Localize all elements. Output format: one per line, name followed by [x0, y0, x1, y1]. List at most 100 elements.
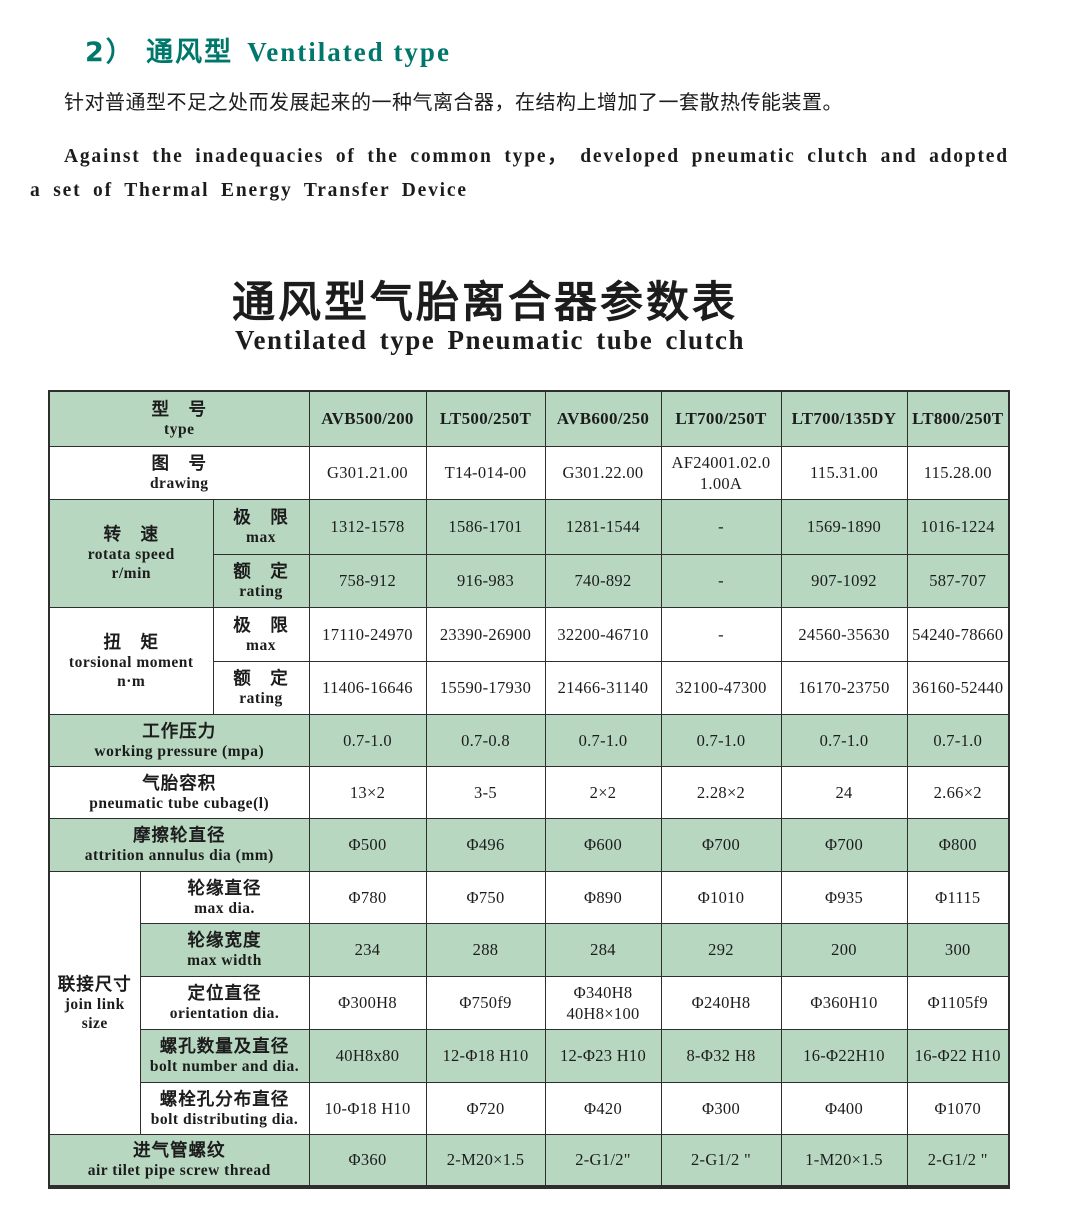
cell-torsion-max-5: 54240-78660 — [906, 606, 1010, 662]
cell-torsion-rating-5: 36160-52440 — [906, 660, 1010, 715]
sublabel-torsion-max: 极 限 max — [212, 606, 310, 662]
row-maxdia: 联接尺寸 join link size 轮缘直径 max dia. Φ780 Φ… — [48, 870, 1010, 1135]
cell-speed-max-1: 1586-1701 — [425, 498, 546, 555]
cell-attrition-4: Φ700 — [780, 817, 908, 872]
rowlabel-airtilet: 进气管螺纹 air tilet pipe screw thread — [48, 1133, 310, 1188]
cell-maxdia-5: Φ1115 — [906, 870, 1010, 924]
row-orientation: 定位直径 orientation dia. Φ300H8 Φ750f9 Φ340… — [49, 975, 1010, 1030]
col-header-model-1: LT500/250T — [425, 390, 546, 447]
rowlabel-orientation-zh: 定位直径 — [187, 983, 262, 1003]
cell-attrition-1: Φ496 — [425, 817, 546, 872]
col-header-model-3: LT700/250T — [660, 390, 782, 447]
row-drawing: 图 号 drawing G301.21.00 T14-014-00 G301.2… — [48, 445, 1010, 500]
row-pressure: 工作压力 working pressure (mpa) 0.7-1.0 0.7-… — [48, 713, 1010, 767]
rowlabel-drawing-en: drawing — [149, 475, 209, 492]
row-torsion-max: 扭 矩 torsional moment n·m 极 限 max 17110-2… — [48, 606, 1010, 715]
cell-speed-max-3: - — [660, 498, 782, 555]
cell-maxdia-3: Φ1010 — [660, 870, 782, 924]
col-header-model-4: LT700/135DY — [780, 390, 908, 447]
rowlabel-boltnum-zh: 螺孔数量及直径 — [159, 1036, 290, 1056]
col-header-model-2: AVB600/250 — [544, 390, 662, 447]
rowlabel-orientation: 定位直径 orientation dia. — [139, 975, 310, 1030]
cell-maxwidth-3: 292 — [660, 922, 782, 977]
cell-attrition-2: Φ600 — [544, 817, 662, 872]
rowlabel-pressure-en: working pressure (mpa) — [94, 742, 265, 760]
cell-torsion-max-4: 24560-35630 — [780, 606, 908, 662]
cell-torsion-rating-0: 11406-16646 — [308, 660, 427, 715]
rowlabel-cubage: 气胎容积 pneumatic tube cubage(l) — [48, 765, 310, 819]
cell-pressure-3: 0.7-1.0 — [660, 713, 782, 767]
cell-torsion-rating-2: 21466-31140 — [544, 660, 662, 715]
cell-cubage-1: 3-5 — [425, 765, 546, 819]
row-boltnum: 螺孔数量及直径 bolt number and dia. 40H8x80 12-… — [49, 1028, 1010, 1083]
cell-speed-rating-2: 740-892 — [544, 553, 662, 608]
section-title: 2） 通风型 Ventilated type — [85, 30, 451, 69]
cell-cubage-2: 2×2 — [544, 765, 662, 819]
cell-maxwidth-5: 300 — [906, 922, 1010, 977]
rowlabel-boltdist-en: bolt distributing dia. — [150, 1110, 299, 1128]
rowlabel-pressure-zh: 工作压力 — [142, 720, 217, 741]
sublabel-torsion-max-en: max — [246, 636, 276, 654]
cell-drawing-4: 115.31.00 — [780, 445, 908, 500]
row-torsion-rating: 额 定 rating 11406-16646 15590-17930 21466… — [49, 660, 1010, 715]
sublabel-torsion-rating-en: rating — [239, 690, 283, 707]
table-title-en: Ventilated type Pneumatic tube clutch — [235, 325, 745, 355]
cell-cubage-4: 24 — [780, 765, 908, 819]
cell-drawing-2: G301.22.00 — [544, 445, 662, 500]
rowlabel-torsion-en2: n·m — [117, 672, 146, 690]
rowlabel-airtilet-zh: 进气管螺纹 — [133, 1140, 226, 1161]
rowlabel-type: 型 号 type — [48, 390, 310, 447]
cell-orientation-5: Φ1105f9 — [906, 975, 1010, 1030]
cell-maxdia-4: Φ935 — [780, 870, 908, 924]
cell-boltnum-3: 8-Φ32 H8 — [660, 1028, 782, 1083]
cell-pressure-1: 0.7-0.8 — [425, 713, 546, 767]
cell-boltnum-1: 12-Φ18 H10 — [425, 1028, 546, 1083]
cell-pressure-5: 0.7-1.0 — [906, 713, 1010, 767]
rowlabel-maxdia: 轮缘直径 max dia. — [139, 870, 310, 924]
rowlabel-maxwidth-zh: 轮缘宽度 — [187, 930, 262, 950]
rowlabel-speed-en2: r/min — [111, 565, 152, 582]
row-speed-max: 转 速 rotata speed r/min 极 限 max 1312-1578… — [48, 498, 1010, 608]
rowlabel-pressure: 工作压力 working pressure (mpa) — [48, 713, 310, 767]
rowlabel-maxwidth-en: max width — [187, 952, 262, 969]
cell-torsion-max-3: - — [660, 606, 782, 662]
rowlabel-maxdia-zh: 轮缘直径 — [187, 877, 262, 898]
cell-speed-max-5: 1016-1224 — [906, 498, 1010, 555]
cell-airtilet-4: 1-M20×1.5 — [780, 1133, 908, 1188]
cell-speed-rating-5: 587-707 — [906, 553, 1010, 608]
rowlabel-torsion: 扭 矩 torsional moment n·m — [48, 606, 214, 715]
row-speed-rating: 额 定 rating 758-912 916-983 740-892 - 907… — [49, 553, 1010, 608]
rowlabel-boltnum-en: bolt number and dia. — [149, 1058, 300, 1075]
cell-drawing-3: AF24001.02.0 1.00A — [660, 445, 782, 500]
cell-boltnum-5: 16-Φ22 H10 — [906, 1028, 1010, 1083]
cell-airtilet-1: 2-M20×1.5 — [425, 1133, 546, 1188]
cell-orientation-1: Φ750f9 — [425, 975, 546, 1030]
cell-maxwidth-4: 200 — [780, 922, 908, 977]
cell-speed-rating-4: 907-1092 — [780, 553, 908, 608]
rowlabel-join-en1: join link — [64, 995, 125, 1013]
cell-cubage-0: 13×2 — [308, 765, 427, 819]
cell-speed-max-4: 1569-1890 — [780, 498, 908, 555]
cell-speed-max-2: 1281-1544 — [544, 498, 662, 555]
cell-drawing-1: T14-014-00 — [425, 445, 546, 500]
rowlabel-orientation-en: orientation dia. — [169, 1005, 280, 1022]
col-header-model-0: AVB500/200 — [308, 390, 427, 447]
cell-speed-rating-3: - — [660, 553, 782, 608]
cell-boltnum-2: 12-Φ23 H10 — [544, 1028, 662, 1083]
cell-maxdia-2: Φ890 — [544, 870, 662, 924]
row-boltdist: 螺栓孔分布直径 bolt distributing dia. 10-Φ18 H1… — [49, 1081, 1010, 1135]
rowlabel-speed-en1: rotata speed — [87, 546, 175, 563]
cell-speed-rating-0: 758-912 — [308, 553, 427, 608]
cell-torsion-max-0: 17110-24970 — [308, 606, 427, 662]
cell-attrition-5: Φ800 — [906, 817, 1010, 872]
section-title-zh: 2） 通风型 — [85, 37, 234, 68]
sublabel-speed-max-en: max — [246, 529, 276, 546]
row-type: 型 号 type AVB500/200 LT500/250T AVB600/25… — [48, 390, 1010, 447]
cell-torsion-rating-3: 32100-47300 — [660, 660, 782, 715]
rowlabel-type-zh: 型 号 — [151, 399, 207, 420]
rowlabel-torsion-en1: torsional moment — [68, 653, 194, 671]
col-header-model-5: LT800/250T — [906, 390, 1010, 447]
row-attrition: 摩擦轮直径 attrition annulus dia (mm) Φ500 Φ4… — [48, 817, 1010, 872]
cell-torsion-rating-1: 15590-17930 — [425, 660, 546, 715]
cell-maxwidth-1: 288 — [425, 922, 546, 977]
